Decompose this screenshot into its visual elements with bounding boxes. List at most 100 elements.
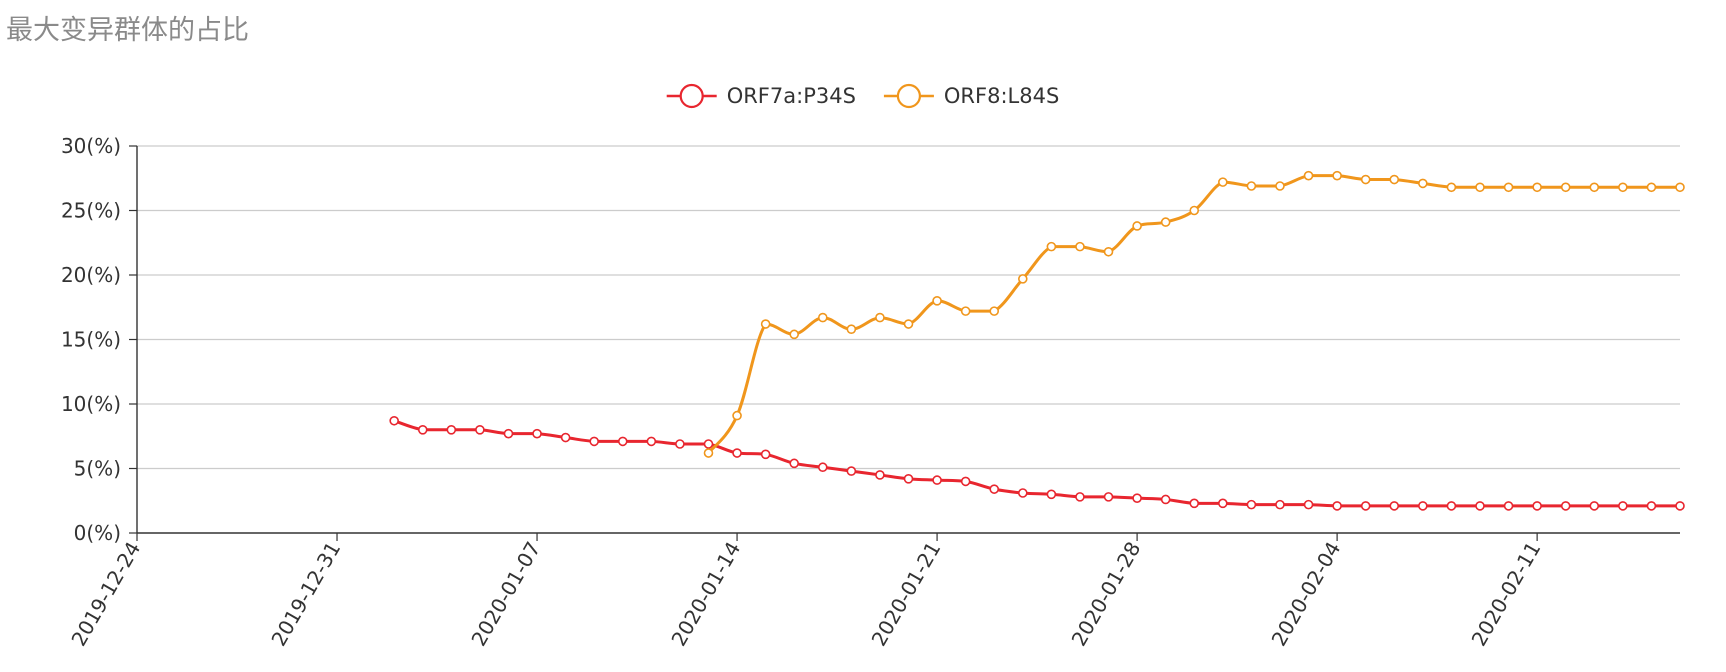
data-point-orf7a-p34s [989, 484, 1000, 494]
data-point-orf7a-p34s [817, 462, 828, 473]
data-point-orf7a-p34s [1389, 501, 1400, 511]
series-line-orf8-l84s [707, 174, 1680, 454]
data-point-orf7a-p34s [960, 476, 971, 487]
y-tick-label: 15(%) [61, 328, 121, 352]
data-point-orf7a-p34s [1560, 501, 1571, 511]
data-point-orf7a-p34s [875, 470, 885, 480]
data-point-orf7a-p34s [560, 432, 571, 443]
data-point-orf7a-p34s [789, 458, 800, 469]
data-point-orf8-l84s [1103, 246, 1114, 257]
series-line-orf7a-p34s [393, 419, 1680, 508]
data-point-orf8-l84s [1503, 182, 1514, 193]
data-point-orf8-l84s [1303, 170, 1314, 181]
y-tick-label: 25(%) [61, 199, 121, 223]
data-point-orf7a-p34s [475, 424, 485, 435]
data-point-orf8-l84s [1675, 182, 1685, 193]
data-point-orf7a-p34s [1532, 501, 1542, 511]
data-point-orf8-l84s [960, 306, 971, 316]
x-tick-label: 2020-01-07 [466, 538, 545, 651]
data-point-orf7a-p34s [1189, 498, 1200, 509]
data-point-orf7a-p34s [732, 448, 742, 458]
legend-marker-icon [679, 83, 704, 109]
data-point-orf7a-p34s [503, 428, 514, 439]
legend-label: ORF8:L84S [944, 84, 1059, 108]
data-point-orf8-l84s [1475, 182, 1485, 193]
data-point-orf8-l84s [1332, 170, 1342, 181]
data-point-orf7a-p34s [1303, 499, 1314, 510]
data-point-orf7a-p34s [1046, 489, 1057, 500]
data-point-orf7a-p34s [1503, 501, 1514, 511]
data-point-orf7a-p34s [1360, 501, 1371, 511]
data-point-orf7a-p34s [617, 436, 628, 447]
x-tick-label: 2020-02-04 [1267, 538, 1346, 651]
data-point-orf7a-p34s [417, 424, 428, 435]
data-point-orf8-l84s [1532, 182, 1542, 193]
legend-item[interactable]: ORF7a:P34S [666, 83, 856, 109]
data-point-orf7a-p34s [646, 436, 657, 447]
data-point-orf8-l84s [732, 410, 742, 421]
data-point-orf7a-p34s [532, 428, 542, 439]
data-point-orf7a-p34s [1075, 492, 1085, 502]
data-point-orf7a-p34s [932, 475, 942, 485]
data-point-orf8-l84s [875, 312, 885, 323]
data-point-orf7a-p34s [1589, 501, 1600, 511]
data-point-orf8-l84s [1160, 217, 1171, 227]
data-point-orf8-l84s [1189, 205, 1200, 216]
data-point-orf8-l84s [1589, 182, 1600, 193]
data-point-orf8-l84s [789, 329, 800, 340]
data-point-orf8-l84s [903, 319, 914, 329]
y-tick-label: 10(%) [61, 392, 121, 416]
data-point-orf8-l84s [1218, 177, 1228, 187]
y-tick-label: 5(%) [74, 457, 121, 481]
data-point-orf7a-p34s [703, 439, 714, 449]
x-tick-label: 2019-12-24 [66, 538, 145, 651]
data-point-orf7a-p34s [589, 436, 599, 447]
y-tick-label: 0(%) [74, 521, 121, 545]
data-point-orf7a-p34s [760, 449, 771, 460]
data-point-orf8-l84s [1560, 182, 1571, 193]
chart-title: 最大变异群体的占比 [6, 15, 249, 46]
data-point-orf7a-p34s [1475, 501, 1485, 511]
data-point-orf8-l84s [760, 319, 771, 329]
x-tick-label: 2020-01-21 [867, 538, 946, 651]
data-point-orf8-l84s [817, 312, 828, 323]
x-tick-label: 2020-01-14 [666, 538, 745, 651]
data-point-orf8-l84s [1046, 241, 1057, 252]
x-tick-label: 2019-12-31 [266, 538, 345, 651]
data-point-orf7a-p34s [903, 474, 914, 484]
data-point-orf8-l84s [1418, 178, 1428, 189]
y-tick-label: 20(%) [61, 263, 121, 287]
legend-marker-icon [896, 83, 922, 109]
data-point-orf8-l84s [1446, 182, 1457, 193]
x-tick-label: 2020-02-11 [1467, 538, 1546, 651]
data-point-orf7a-p34s [846, 466, 857, 476]
data-point-orf7a-p34s [1418, 501, 1428, 511]
data-point-orf8-l84s [846, 324, 857, 334]
data-point-orf8-l84s [1618, 182, 1628, 193]
data-point-orf8-l84s [1389, 174, 1400, 185]
data-point-orf8-l84s [1132, 221, 1142, 231]
data-point-orf8-l84s [989, 306, 1000, 316]
data-point-orf7a-p34s [1132, 493, 1142, 503]
data-point-orf7a-p34s [1218, 498, 1228, 509]
data-point-orf7a-p34s [1646, 501, 1657, 511]
data-point-orf7a-p34s [1446, 501, 1457, 511]
data-point-orf7a-p34s [1675, 501, 1685, 511]
legend-label: ORF7a:P34S [727, 84, 856, 108]
data-point-orf8-l84s [703, 448, 714, 458]
data-point-orf7a-p34s [1017, 488, 1028, 498]
data-point-orf8-l84s [1360, 174, 1371, 185]
data-point-orf7a-p34s [446, 424, 457, 435]
data-point-orf7a-p34s [1160, 494, 1171, 505]
data-point-orf7a-p34s [1618, 501, 1628, 511]
data-point-orf8-l84s [932, 295, 942, 306]
y-tick-label: 30(%) [61, 134, 121, 158]
data-point-orf8-l84s [1246, 181, 1257, 191]
data-point-orf7a-p34s [1275, 499, 1285, 510]
data-point-orf7a-p34s [1103, 492, 1114, 502]
data-point-orf8-l84s [1017, 274, 1028, 284]
legend-item[interactable]: ORF8:L84S [883, 83, 1059, 109]
data-point-orf7a-p34s [1246, 499, 1257, 510]
